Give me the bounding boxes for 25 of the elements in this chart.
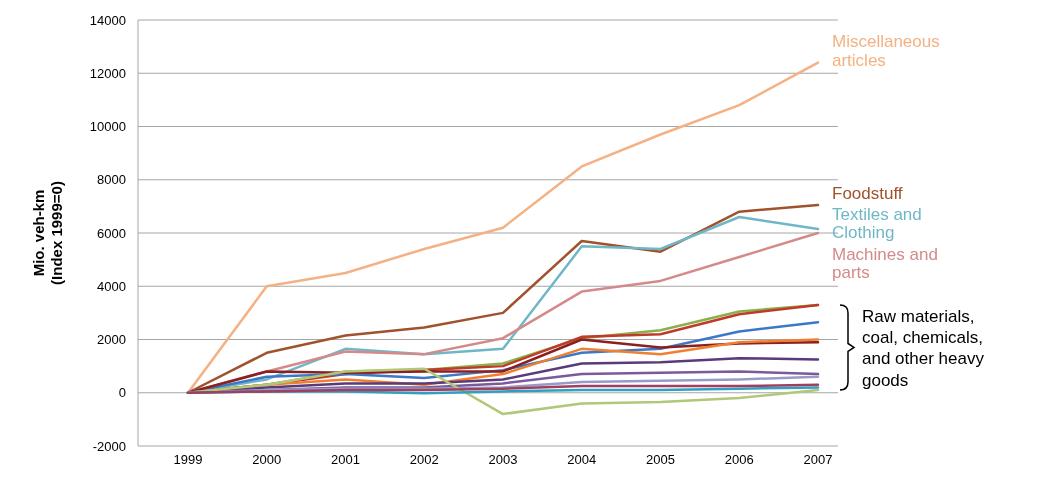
y-tick-label: 12000: [89, 65, 126, 81]
y-tick-label: 8000: [97, 172, 126, 188]
y-tick-label: 2000: [97, 332, 126, 348]
y-tick-label: 0: [118, 385, 126, 401]
series-label: Machines and parts: [832, 244, 938, 283]
x-tick-label: 2000: [252, 452, 282, 467]
x-tick-label: 2002: [409, 452, 439, 467]
y-tick-label: 4000: [97, 278, 126, 294]
y-axis-title: Mio. veh-km (Index 1999=0): [30, 181, 65, 285]
y-tick-label: -2000: [92, 438, 126, 454]
line-series: [186, 61, 820, 394]
x-tick-label: 2001: [331, 452, 360, 467]
x-tick-label: 2006: [724, 452, 754, 467]
x-tick-label: 1999: [173, 452, 203, 467]
text: Raw materials, coal, chemicals, and other heavy goods: [862, 306, 985, 390]
x-tick-label: 2003: [488, 452, 518, 467]
series-label: Foodstuff: [832, 183, 903, 203]
series-label: Textiles and Clothing: [832, 204, 922, 243]
y-tick-label: 14000: [89, 12, 126, 28]
x-tick-label: 2004: [567, 452, 597, 467]
x-tick-label: 2007: [803, 452, 833, 467]
series-label: Miscellaneous articles: [832, 32, 940, 70]
y-tick-label: 6000: [97, 225, 126, 241]
x-tick-label: 2005: [646, 452, 675, 467]
y-tick-label: 10000: [89, 119, 126, 135]
